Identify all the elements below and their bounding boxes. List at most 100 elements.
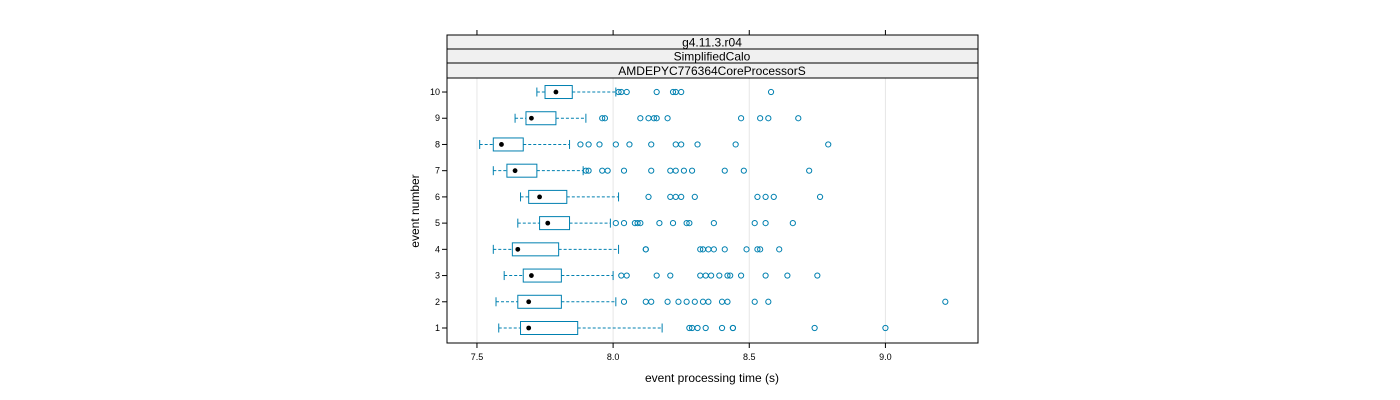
iqr-box bbox=[544, 85, 573, 100]
outlier-point bbox=[686, 220, 693, 227]
iqr-box bbox=[506, 163, 538, 178]
y-tick-label: 9 bbox=[435, 113, 440, 123]
outlier-point bbox=[724, 298, 731, 305]
outlier-point bbox=[620, 167, 628, 174]
outlier-point bbox=[825, 141, 832, 148]
median-dot bbox=[512, 168, 518, 174]
outlier-point bbox=[680, 167, 688, 174]
median-dot bbox=[499, 142, 504, 147]
outlier-point bbox=[806, 167, 813, 174]
outlier-point bbox=[653, 115, 660, 122]
outlier-point bbox=[814, 272, 821, 279]
outlier-point bbox=[664, 115, 671, 122]
iqr-box bbox=[522, 268, 562, 283]
outlier-point bbox=[672, 193, 679, 200]
outlier-point bbox=[637, 115, 644, 122]
outlier-point bbox=[656, 220, 663, 227]
iqr-box bbox=[525, 111, 557, 126]
outlier-point bbox=[770, 193, 777, 200]
outlier-point bbox=[612, 220, 619, 227]
outlier-point bbox=[795, 115, 802, 122]
iqr-box bbox=[539, 216, 571, 231]
outlier-point bbox=[620, 220, 628, 227]
outlier-point bbox=[669, 220, 677, 227]
outlier-point bbox=[754, 193, 761, 200]
outlier-point bbox=[653, 88, 660, 96]
median-dot bbox=[537, 194, 542, 200]
outlier-point bbox=[743, 246, 750, 253]
iqr-box bbox=[528, 189, 568, 204]
x-tick-label: 8.5 bbox=[743, 352, 756, 362]
outlier-point bbox=[664, 298, 671, 305]
plot-panel bbox=[446, 77, 979, 344]
outlier-point bbox=[634, 220, 641, 227]
outlier-point bbox=[811, 324, 818, 332]
y-axis-title: event number bbox=[408, 174, 422, 247]
strip-3: AMDEPYC776364CoreProcessorS bbox=[446, 62, 979, 79]
outlier-point bbox=[683, 220, 690, 227]
outlier-point bbox=[678, 193, 685, 200]
outlier-point bbox=[710, 246, 717, 253]
x-tick-label: 8.0 bbox=[607, 352, 620, 362]
outlier-point bbox=[762, 272, 769, 279]
outlier-point bbox=[705, 298, 712, 305]
outlier-point bbox=[691, 298, 698, 305]
x-axis: 7.5 8.0 8.5 9.0 bbox=[471, 343, 892, 362]
outlier-point bbox=[765, 115, 772, 122]
outlier-point bbox=[623, 272, 630, 279]
outlier-point bbox=[626, 141, 633, 148]
outlier-point bbox=[678, 141, 685, 148]
box-event-2 bbox=[495, 294, 949, 309]
y-tick-label: 3 bbox=[435, 271, 440, 281]
box-event-5 bbox=[517, 216, 796, 231]
outlier-point bbox=[686, 324, 693, 332]
outlier-point bbox=[623, 88, 630, 96]
strip-label-3: AMDEPYC776364CoreProcessorS bbox=[618, 64, 805, 78]
outlier-point bbox=[757, 246, 764, 253]
outlier-point bbox=[710, 220, 717, 227]
outlier-point bbox=[601, 115, 609, 122]
outlier-point bbox=[585, 167, 592, 174]
outlier-point bbox=[702, 324, 709, 332]
outlier-point bbox=[757, 115, 764, 122]
outlier-point bbox=[776, 246, 783, 253]
x-axis-title: event processing time (s) bbox=[645, 371, 779, 385]
outlier-point bbox=[667, 193, 674, 200]
outlier-point bbox=[765, 298, 772, 305]
outlier-point bbox=[618, 272, 625, 279]
outlier-point bbox=[615, 88, 622, 96]
iqr-box bbox=[520, 321, 579, 335]
outlier-point bbox=[767, 88, 775, 96]
median-dot bbox=[526, 325, 532, 331]
outlier-point bbox=[599, 167, 606, 174]
outlier-point bbox=[708, 272, 715, 279]
y-tick-label: 8 bbox=[435, 139, 440, 149]
box-event-7 bbox=[492, 163, 813, 178]
box-event-3 bbox=[503, 268, 821, 283]
outlier-point bbox=[645, 115, 652, 122]
outlier-point bbox=[645, 193, 652, 200]
strip-label-2: SimplifiedCalo bbox=[674, 50, 751, 64]
outlier-point bbox=[702, 272, 709, 279]
outlier-point bbox=[620, 298, 628, 305]
outlier-point bbox=[789, 220, 796, 227]
outlier-point bbox=[648, 141, 655, 148]
outlier-point bbox=[705, 246, 712, 253]
box-event-8 bbox=[479, 137, 832, 152]
outlier-point bbox=[697, 272, 704, 279]
median-dot bbox=[529, 115, 534, 121]
y-axis: 1 2 3 4 5 6 7 8 9 10 bbox=[430, 87, 447, 333]
outlier-point bbox=[669, 88, 677, 96]
outlier-point bbox=[577, 141, 584, 148]
outlier-point bbox=[754, 246, 761, 253]
strip-label-1: g4.11.3.r04 bbox=[682, 36, 742, 50]
x-tick-label: 9.0 bbox=[879, 352, 892, 362]
y-tick-label: 1 bbox=[435, 323, 440, 333]
box-series bbox=[479, 85, 949, 335]
outlier-point bbox=[648, 167, 655, 174]
y-tick-label: 7 bbox=[435, 166, 440, 176]
box-event-4 bbox=[492, 242, 783, 257]
outlier-point bbox=[882, 324, 889, 332]
outlier-point bbox=[721, 167, 728, 174]
outlier-point bbox=[729, 324, 737, 332]
